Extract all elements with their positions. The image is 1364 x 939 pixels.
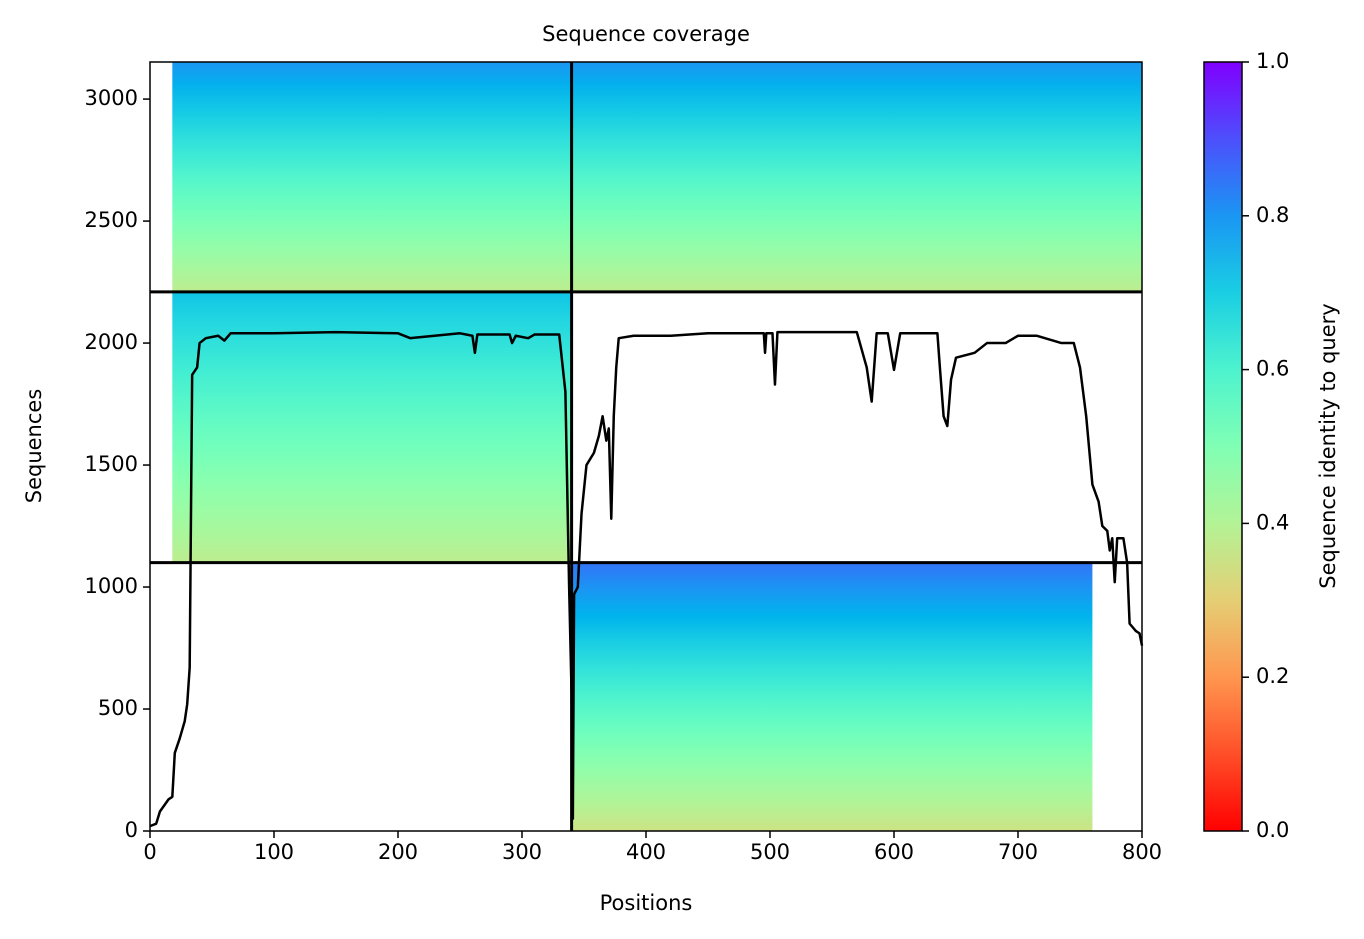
coverage-block: [172, 62, 572, 292]
colorbar-tick-label: 0.0: [1256, 818, 1289, 842]
y-tick-label: 1500: [85, 452, 138, 476]
colorbar-label: Sequence identity to query: [1316, 303, 1340, 588]
y-tick-label: 500: [98, 696, 138, 720]
colorbar-tick-label: 0.4: [1256, 510, 1289, 534]
colorbar-tick-label: 0.2: [1256, 664, 1289, 688]
colorbar: [1203, 61, 1243, 832]
y-tick-label: 2500: [85, 208, 138, 232]
x-tick-label: 0: [143, 840, 156, 864]
coverage-block: [571, 562, 1093, 831]
y-tick-label: 3000: [85, 86, 138, 110]
y-axis-label: Sequences: [22, 389, 46, 504]
colorbar-tick-label: 0.6: [1256, 357, 1289, 381]
coverage-block: [172, 291, 572, 563]
y-tick-label: 2000: [85, 330, 138, 354]
x-tick-label: 100: [254, 840, 294, 864]
x-tick-label: 800: [1122, 840, 1162, 864]
colorbar-tick-label: 1.0: [1256, 49, 1289, 73]
x-tick-label: 700: [998, 840, 1038, 864]
x-tick-label: 300: [502, 840, 542, 864]
x-tick-label: 500: [750, 840, 790, 864]
y-tick-label: 1000: [85, 574, 138, 598]
x-tick-label: 200: [378, 840, 418, 864]
chart-title: Sequence coverage: [542, 22, 750, 46]
x-tick-label: 600: [874, 840, 914, 864]
colorbar-tick-label: 0.8: [1256, 203, 1289, 227]
coverage-block: [571, 62, 1142, 292]
x-axis-label: Positions: [600, 891, 693, 915]
y-tick-label: 0: [125, 818, 138, 842]
x-tick-label: 400: [626, 840, 666, 864]
coverage-line: [149, 330, 1144, 828]
